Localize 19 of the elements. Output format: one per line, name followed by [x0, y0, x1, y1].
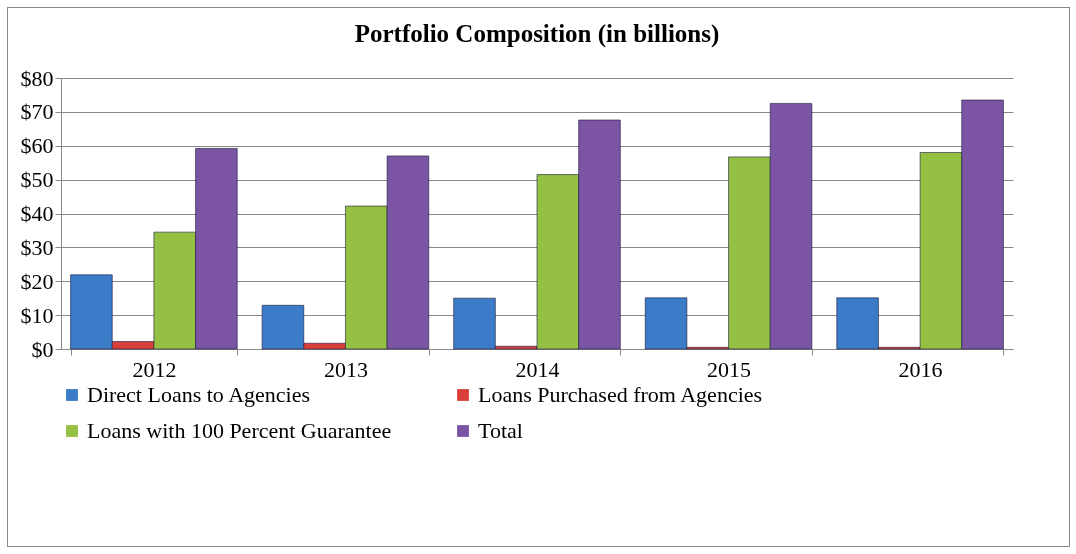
- x-tick-label: 2012: [132, 356, 177, 382]
- x-tick-label: 2016: [898, 356, 943, 382]
- y-tick-label: $40: [20, 201, 54, 226]
- y-tick-label: $30: [20, 234, 54, 260]
- legend-label: Total: [478, 418, 523, 443]
- y-tick-label: $80: [20, 65, 54, 91]
- y-tick-label: $70: [20, 99, 54, 125]
- x-tick-label: 2013: [323, 356, 368, 382]
- legend-label: Loans with 100 Percent Guarantee: [87, 418, 392, 443]
- y-tick-label: $20: [20, 268, 54, 294]
- legend-label: Loans Purchased from Agencies: [478, 382, 763, 407]
- x-tick-label: 2015: [707, 356, 752, 382]
- chart-title: Portfolio Composition (in billions): [354, 20, 720, 48]
- legend-label: Direct Loans to Agencies: [87, 382, 310, 407]
- y-tick-label: $60: [20, 133, 54, 159]
- x-tick-label: 2014: [515, 356, 560, 382]
- y-tick-label: $0: [31, 336, 54, 362]
- y-tick-label: $50: [20, 167, 54, 193]
- y-tick-label: $10: [20, 302, 54, 328]
